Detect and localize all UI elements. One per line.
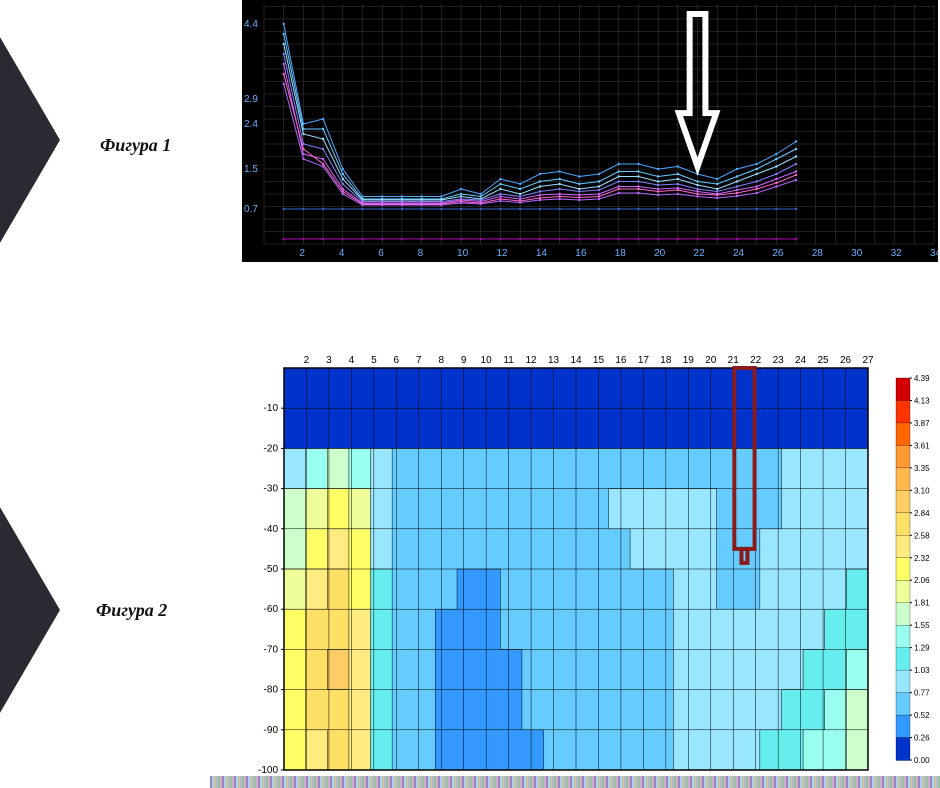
svg-text:8: 8 <box>418 248 424 259</box>
svg-text:1.81: 1.81 <box>914 599 930 608</box>
svg-text:27: 27 <box>862 355 874 366</box>
svg-text:3.87: 3.87 <box>914 419 930 428</box>
svg-text:-10: -10 <box>264 403 279 414</box>
svg-text:21: 21 <box>728 355 740 366</box>
svg-text:7: 7 <box>416 355 422 366</box>
svg-text:14: 14 <box>536 248 548 259</box>
svg-text:-20: -20 <box>264 443 279 454</box>
svg-text:2.9: 2.9 <box>244 94 258 105</box>
svg-text:11: 11 <box>503 355 514 366</box>
svg-text:4.4: 4.4 <box>244 19 258 30</box>
svg-text:1.03: 1.03 <box>914 666 930 675</box>
svg-text:32: 32 <box>891 248 903 259</box>
svg-text:-80: -80 <box>264 685 279 696</box>
svg-text:4: 4 <box>349 355 355 366</box>
svg-text:34: 34 <box>930 248 938 259</box>
svg-text:5: 5 <box>371 355 377 366</box>
svg-text:10: 10 <box>481 355 493 366</box>
svg-text:15: 15 <box>593 355 605 366</box>
svg-text:19: 19 <box>683 355 695 366</box>
svg-text:2: 2 <box>299 248 305 259</box>
svg-text:14: 14 <box>570 355 582 366</box>
svg-text:6: 6 <box>378 248 384 259</box>
svg-text:22: 22 <box>694 248 706 259</box>
svg-text:-30: -30 <box>264 484 279 495</box>
line-chart-figure1: 0.71.52.42.94.42468101214161820222426283… <box>242 0 938 262</box>
chevron-decoration-2 <box>0 490 60 730</box>
svg-text:26: 26 <box>772 248 784 259</box>
svg-text:16: 16 <box>575 248 587 259</box>
svg-text:0.7: 0.7 <box>244 204 258 215</box>
svg-text:2.32: 2.32 <box>914 554 930 563</box>
svg-text:2.06: 2.06 <box>914 576 930 585</box>
svg-text:8: 8 <box>438 355 444 366</box>
heatmap-chart-figure2: 2345678910111213141516171819202122232425… <box>242 348 938 778</box>
svg-text:3.10: 3.10 <box>914 486 930 495</box>
svg-text:20: 20 <box>654 248 666 259</box>
svg-text:-70: -70 <box>264 644 279 655</box>
svg-text:25: 25 <box>818 355 830 366</box>
svg-text:18: 18 <box>660 355 672 366</box>
svg-text:0.52: 0.52 <box>914 711 930 720</box>
svg-text:4: 4 <box>339 248 345 259</box>
svg-text:2.4: 2.4 <box>244 119 258 130</box>
svg-text:6: 6 <box>394 355 400 366</box>
svg-text:22: 22 <box>750 355 762 366</box>
svg-text:3.61: 3.61 <box>914 441 930 450</box>
svg-text:3.35: 3.35 <box>914 464 930 473</box>
svg-text:16: 16 <box>615 355 627 366</box>
svg-text:0.26: 0.26 <box>914 734 930 743</box>
svg-text:-60: -60 <box>264 604 279 615</box>
svg-text:0.00: 0.00 <box>914 756 930 765</box>
svg-text:30: 30 <box>851 248 863 259</box>
svg-text:28: 28 <box>812 248 824 259</box>
figure1-label: Фигура 1 <box>100 135 171 156</box>
svg-text:12: 12 <box>526 355 538 366</box>
svg-text:18: 18 <box>615 248 627 259</box>
svg-text:9: 9 <box>461 355 467 366</box>
svg-text:10: 10 <box>457 248 469 259</box>
svg-text:4.39: 4.39 <box>914 374 930 383</box>
svg-text:12: 12 <box>496 248 508 259</box>
svg-text:26: 26 <box>840 355 852 366</box>
svg-text:0.77: 0.77 <box>914 689 930 698</box>
chevron-decoration-1 <box>0 20 60 260</box>
svg-text:17: 17 <box>638 355 650 366</box>
svg-text:1.55: 1.55 <box>914 621 930 630</box>
svg-text:13: 13 <box>548 355 560 366</box>
noise-footer-bar <box>210 776 940 788</box>
svg-text:2.58: 2.58 <box>914 531 930 540</box>
svg-text:1.5: 1.5 <box>244 164 258 175</box>
figure2-label: Фигура 2 <box>96 600 167 621</box>
svg-text:-90: -90 <box>264 725 279 736</box>
svg-text:-40: -40 <box>264 524 279 535</box>
svg-text:24: 24 <box>733 248 745 259</box>
svg-text:-50: -50 <box>264 564 279 575</box>
svg-text:24: 24 <box>795 355 807 366</box>
svg-text:4.13: 4.13 <box>914 396 930 405</box>
svg-text:3: 3 <box>326 355 332 366</box>
svg-text:-100: -100 <box>258 765 278 776</box>
svg-text:1.29: 1.29 <box>914 644 930 653</box>
svg-text:23: 23 <box>773 355 785 366</box>
svg-text:20: 20 <box>705 355 717 366</box>
svg-text:2: 2 <box>304 355 310 366</box>
svg-text:2.84: 2.84 <box>914 509 930 518</box>
